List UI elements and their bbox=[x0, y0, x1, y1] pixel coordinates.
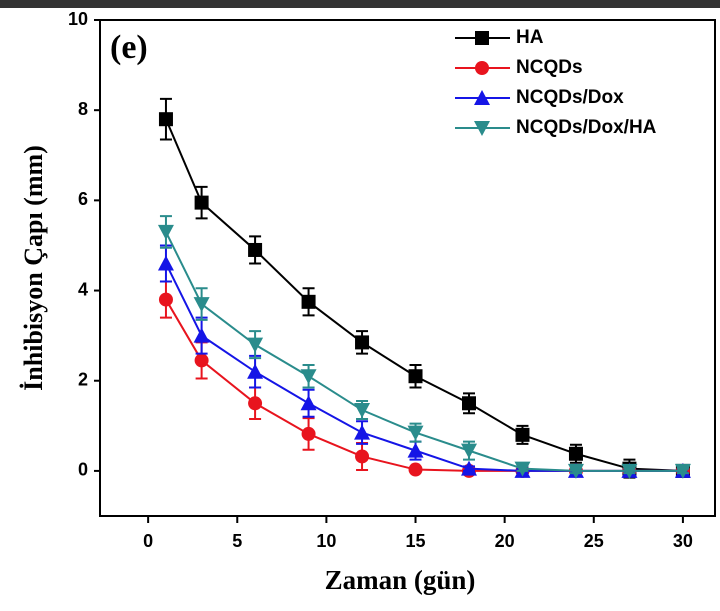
data-point bbox=[567, 463, 584, 479]
data-point bbox=[355, 335, 370, 350]
legend-marker bbox=[474, 90, 490, 105]
legend-marker bbox=[475, 31, 489, 45]
x-tick-label: 0 bbox=[143, 531, 153, 551]
data-point bbox=[158, 112, 173, 127]
panel-label: (e) bbox=[110, 29, 148, 66]
data-point bbox=[462, 396, 476, 411]
data-point bbox=[193, 297, 210, 313]
data-point bbox=[158, 292, 173, 307]
data-point bbox=[301, 294, 316, 309]
data-point bbox=[408, 369, 423, 384]
data-point bbox=[248, 396, 263, 411]
data-point bbox=[355, 449, 370, 464]
data-point bbox=[514, 461, 531, 477]
x-tick-label: 25 bbox=[584, 531, 604, 551]
data-point bbox=[194, 195, 209, 210]
series-line bbox=[165, 299, 683, 472]
data-point bbox=[408, 462, 423, 477]
legend-marker bbox=[475, 61, 489, 75]
y-axis-label: İnhibisyon Çapı (mm) bbox=[19, 145, 48, 391]
data-point bbox=[461, 443, 477, 459]
data-point bbox=[248, 242, 263, 257]
data-point bbox=[157, 255, 174, 271]
series-line bbox=[165, 263, 683, 472]
x-tick-label: 10 bbox=[316, 531, 336, 551]
data-point bbox=[407, 425, 424, 441]
y-tick-label: 4 bbox=[78, 279, 88, 299]
data-point bbox=[568, 446, 583, 461]
legend-label: NCQDs bbox=[516, 57, 583, 78]
y-tick-label: 8 bbox=[78, 99, 88, 119]
data-point bbox=[247, 363, 264, 379]
series-line bbox=[165, 231, 683, 472]
legend-label: HA bbox=[516, 27, 544, 48]
data-point bbox=[194, 353, 209, 368]
y-tick-label: 10 bbox=[68, 9, 88, 29]
data-point bbox=[461, 460, 477, 476]
data-point bbox=[354, 403, 371, 419]
x-tick-label: 30 bbox=[673, 531, 693, 551]
data-point bbox=[621, 463, 638, 479]
data-point bbox=[301, 426, 316, 441]
y-tick-label: 2 bbox=[78, 369, 88, 389]
data-point bbox=[157, 224, 174, 240]
data-point bbox=[407, 442, 424, 458]
legend-label: NCQDs/Dox bbox=[516, 87, 624, 108]
photo-strip bbox=[0, 0, 720, 8]
legend-label: NCQDs/Dox/HA bbox=[516, 117, 657, 138]
x-tick-label: 15 bbox=[406, 531, 426, 551]
data-point bbox=[247, 337, 264, 353]
data-point bbox=[674, 463, 691, 479]
y-tick-label: 0 bbox=[78, 460, 88, 480]
data-point bbox=[300, 369, 317, 385]
legend-marker bbox=[474, 121, 490, 136]
x-axis-label: Zaman (gün) bbox=[325, 565, 476, 595]
data-point bbox=[193, 327, 210, 343]
x-tick-label: 5 bbox=[232, 531, 242, 551]
series-line bbox=[165, 118, 683, 472]
data-point bbox=[515, 427, 530, 442]
data-point bbox=[300, 395, 317, 411]
x-tick-label: 20 bbox=[495, 531, 515, 551]
y-tick-label: 6 bbox=[78, 189, 88, 209]
plot-frame bbox=[99, 19, 716, 517]
data-point bbox=[354, 424, 371, 440]
